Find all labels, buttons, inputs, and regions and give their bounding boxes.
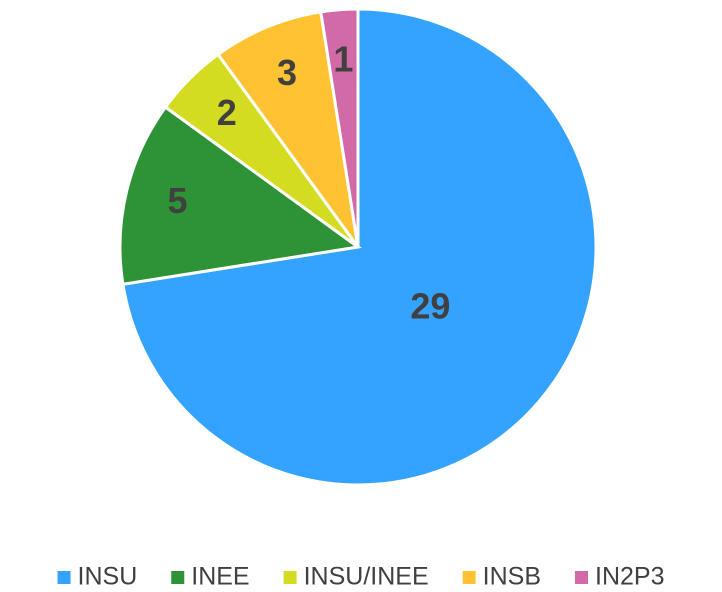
legend-label: INSB — [483, 563, 541, 591]
data-label: 5 — [167, 180, 187, 221]
legend-swatch — [57, 571, 71, 584]
data-label: 2 — [217, 92, 237, 133]
pie-slice — [319, 7, 360, 248]
legend-swatch — [575, 571, 588, 584]
legend-label: INEE — [191, 563, 249, 591]
data-label: 3 — [277, 52, 297, 93]
legend-label: IN2P3 — [595, 563, 664, 591]
legend-label: INSU — [78, 563, 138, 591]
legend-swatch — [462, 571, 476, 584]
data-label: 1 — [333, 38, 353, 79]
legend: INSU INEE INSU/INEE INSB IN2P3 — [57, 563, 664, 591]
legend-swatch — [171, 571, 185, 584]
pie-slice — [216, 10, 360, 248]
legend-swatch — [283, 571, 297, 584]
data-label: 29 — [410, 285, 450, 326]
legend-label: INSU/INEE — [304, 563, 429, 591]
pie-slice — [118, 105, 362, 286]
